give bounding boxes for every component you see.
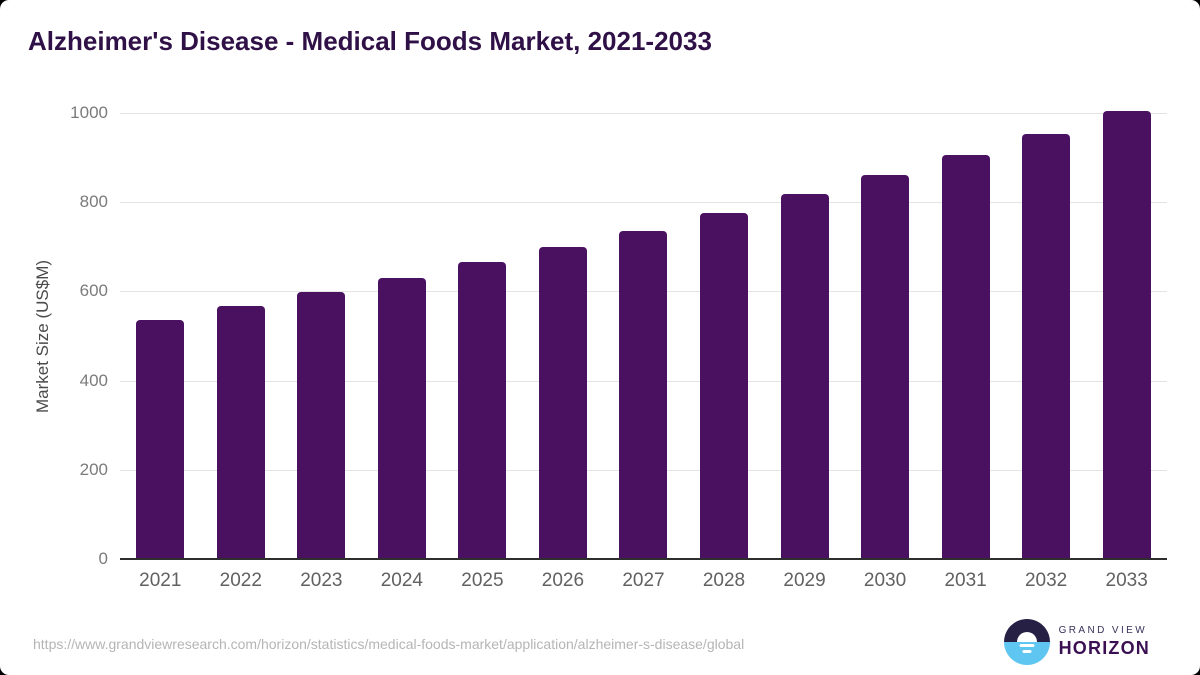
bar-slot	[201, 113, 282, 559]
bar-slot	[281, 113, 362, 559]
sun-dome-shape	[1016, 632, 1037, 642]
bar-slot	[362, 113, 443, 559]
x-tick-label: 2030	[863, 570, 907, 591]
gridline	[120, 202, 1167, 204]
bar-slot	[1006, 113, 1087, 559]
x-axis-line	[120, 558, 1167, 560]
bar-slot	[1086, 111, 1167, 559]
bar-slot	[684, 113, 765, 559]
bar-2027[interactable]	[619, 230, 668, 559]
plot-area	[120, 111, 1167, 560]
bar-2023[interactable]	[297, 292, 346, 559]
bar-2024[interactable]	[377, 277, 426, 559]
bar-2033[interactable]	[1102, 111, 1151, 559]
y-tick-label: 1000	[70, 103, 108, 122]
sunrise-horizon-icon	[1003, 619, 1050, 665]
bar-2028[interactable]	[699, 212, 748, 559]
bar-slot	[120, 113, 201, 559]
x-tick-label: 2026	[541, 570, 585, 591]
logo-text: GRAND VIEW HORIZON	[1059, 625, 1150, 659]
y-tick-label: 600	[79, 281, 108, 301]
x-tick-label: 2023	[300, 570, 343, 591]
bar-slot	[845, 113, 926, 559]
x-tick-label: 2032	[1024, 570, 1068, 591]
reflection-line	[1022, 650, 1032, 653]
bar-2031[interactable]	[941, 154, 990, 559]
bar-2029[interactable]	[780, 194, 829, 559]
x-axis-labels: 2021 2022 2023 2024 2025 2026 2027 2028 2029 2030…	[120, 570, 1167, 592]
y-tick-label: 200	[79, 459, 108, 479]
x-tick-label: 2022	[219, 570, 262, 591]
bar-2030[interactable]	[861, 175, 910, 559]
x-tick-label: 2021	[139, 570, 182, 591]
source-url: https://www.grandviewresearch.com/horizo…	[33, 636, 745, 652]
bar-2022[interactable]	[216, 306, 265, 559]
bar-slot	[523, 113, 604, 559]
x-tick-label: 2029	[783, 570, 826, 591]
reflection-line	[1019, 644, 1035, 647]
x-tick-label: 2025	[461, 570, 504, 591]
bar-slot	[925, 113, 1006, 559]
y-tick-label: 800	[79, 192, 108, 212]
x-tick-label: 2024	[380, 570, 423, 591]
y-axis-labels: 0 200 400 600 800 1000	[0, 103, 108, 568]
x-tick-label: 2027	[622, 570, 665, 591]
bar-slot	[442, 113, 523, 559]
bar-slot	[764, 113, 845, 559]
bars-row	[120, 111, 1167, 559]
x-tick-label: 2033	[1105, 570, 1148, 591]
logo-horizon-label: HORIZON	[1058, 638, 1150, 658]
grand-view-horizon-logo: GRAND VIEW HORIZON	[1003, 619, 1150, 665]
x-tick-label: 2028	[702, 570, 746, 591]
bar-2025[interactable]	[458, 262, 507, 559]
gridline	[120, 113, 1167, 114]
bar-slot	[603, 113, 684, 559]
x-tick-label: 2031	[944, 570, 987, 591]
bar-2026[interactable]	[538, 246, 587, 559]
logo-grand-view-label: GRAND VIEW	[1058, 625, 1148, 636]
bar-2032[interactable]	[1022, 134, 1071, 559]
y-tick-label: 0	[98, 549, 108, 568]
y-tick-label: 400	[79, 370, 108, 390]
bar-2021[interactable]	[136, 319, 185, 559]
chart-title: Alzheimer's Disease - Medical Foods Mark…	[28, 26, 712, 56]
